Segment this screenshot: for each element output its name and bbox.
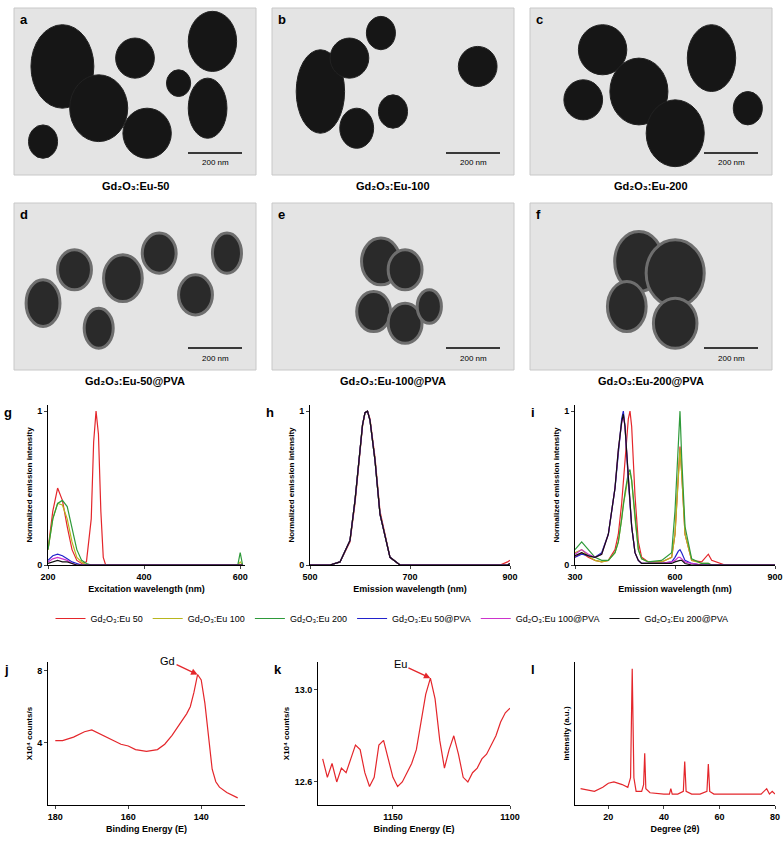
svg-text:700: 700 bbox=[402, 572, 417, 582]
svg-text:200 nm: 200 nm bbox=[202, 158, 229, 167]
svg-text:Gd₂O₃:Eu-100@PVA: Gd₂O₃:Eu-100@PVA bbox=[340, 375, 446, 387]
svg-text:Excitation wavelength (nm): Excitation wavelength (nm) bbox=[88, 584, 205, 594]
svg-text:80: 80 bbox=[770, 812, 780, 822]
svg-text:Gd₂O₃:Eu-50@PVA: Gd₂O₃:Eu-50@PVA bbox=[85, 375, 185, 387]
svg-text:200 nm: 200 nm bbox=[202, 354, 229, 363]
svg-text:X10⁴ counts/s: X10⁴ counts/s bbox=[25, 706, 34, 760]
svg-text:0: 0 bbox=[37, 560, 42, 570]
svg-text:Normalized emission intensity: Normalized emission intensity bbox=[552, 427, 561, 543]
svg-text:20: 20 bbox=[603, 812, 613, 822]
svg-text:200 nm: 200 nm bbox=[460, 354, 487, 363]
svg-text:Normalized emission intensity: Normalized emission intensity bbox=[25, 427, 34, 543]
svg-text:500: 500 bbox=[302, 572, 317, 582]
svg-text:X10⁴ counts/s: X10⁴ counts/s bbox=[282, 706, 291, 760]
svg-text:k: k bbox=[274, 662, 282, 677]
svg-text:Binding Energy (E): Binding Energy (E) bbox=[374, 824, 455, 834]
svg-text:Intensity (a.u.): Intensity (a.u.) bbox=[562, 706, 571, 761]
svg-text:12.6: 12.6 bbox=[295, 777, 313, 787]
svg-text:200 nm: 200 nm bbox=[460, 158, 487, 167]
svg-text:600: 600 bbox=[667, 572, 682, 582]
svg-text:Normalized emission intensity: Normalized emission intensity bbox=[287, 427, 296, 543]
svg-text:e: e bbox=[278, 207, 285, 222]
svg-text:140: 140 bbox=[194, 812, 209, 822]
svg-text:Eu: Eu bbox=[394, 658, 407, 670]
svg-text:Gd₂O₃:Eu-50: Gd₂O₃:Eu-50 bbox=[102, 180, 169, 192]
svg-text:900: 900 bbox=[767, 572, 782, 582]
svg-text:1: 1 bbox=[564, 406, 569, 416]
svg-text:900: 900 bbox=[502, 572, 517, 582]
svg-text:40: 40 bbox=[659, 812, 669, 822]
svg-text:200: 200 bbox=[40, 572, 55, 582]
svg-text:Gd₂O₃:Eu 200: Gd₂O₃:Eu 200 bbox=[290, 614, 347, 624]
svg-text:300: 300 bbox=[567, 572, 582, 582]
svg-text:Emission wavelength (nm): Emission wavelength (nm) bbox=[618, 584, 732, 594]
svg-text:200 nm: 200 nm bbox=[718, 158, 745, 167]
svg-text:a: a bbox=[20, 12, 28, 27]
svg-text:Binding Energy (E): Binding Energy (E) bbox=[106, 824, 187, 834]
svg-text:h: h bbox=[266, 405, 274, 420]
svg-text:0: 0 bbox=[299, 560, 304, 570]
svg-text:1: 1 bbox=[37, 406, 42, 416]
svg-text:Gd: Gd bbox=[160, 655, 175, 667]
svg-text:Gd₂O₃:Eu 100@PVA: Gd₂O₃:Eu 100@PVA bbox=[516, 614, 600, 624]
svg-text:1150: 1150 bbox=[383, 812, 403, 822]
svg-text:Gd₂O₃:Eu-100: Gd₂O₃:Eu-100 bbox=[356, 180, 430, 192]
svg-text:400: 400 bbox=[137, 572, 152, 582]
svg-text:0: 0 bbox=[564, 560, 569, 570]
svg-text:Gd₂O₃:Eu-200: Gd₂O₃:Eu-200 bbox=[614, 180, 688, 192]
svg-text:Degree (2θ): Degree (2θ) bbox=[651, 824, 700, 834]
svg-text:13.0: 13.0 bbox=[295, 685, 313, 695]
svg-text:j: j bbox=[4, 662, 9, 677]
svg-text:200 nm: 200 nm bbox=[718, 354, 745, 363]
svg-text:d: d bbox=[20, 207, 28, 222]
svg-text:Gd₂O₃:Eu 100: Gd₂O₃:Eu 100 bbox=[188, 614, 245, 624]
svg-text:Gd₂O₃:Eu 50@PVA: Gd₂O₃:Eu 50@PVA bbox=[392, 614, 471, 624]
svg-text:i: i bbox=[531, 405, 535, 420]
svg-text:60: 60 bbox=[714, 812, 724, 822]
svg-text:Gd₂O₃:Eu-200@PVA: Gd₂O₃:Eu-200@PVA bbox=[598, 375, 704, 387]
svg-text:f: f bbox=[536, 207, 541, 222]
svg-text:160: 160 bbox=[121, 812, 136, 822]
svg-text:Gd₂O₃:Eu 200@PVA: Gd₂O₃:Eu 200@PVA bbox=[644, 614, 728, 624]
svg-text:b: b bbox=[278, 12, 286, 27]
svg-text:1: 1 bbox=[299, 406, 304, 416]
svg-text:Gd₂O₃:Eu 50: Gd₂O₃:Eu 50 bbox=[91, 614, 143, 624]
svg-text:600: 600 bbox=[233, 572, 248, 582]
svg-text:1100: 1100 bbox=[500, 812, 520, 822]
svg-text:l: l bbox=[531, 662, 535, 677]
svg-text:c: c bbox=[536, 12, 543, 27]
svg-text:4: 4 bbox=[37, 738, 42, 748]
svg-text:180: 180 bbox=[48, 812, 63, 822]
svg-text:8: 8 bbox=[37, 666, 42, 676]
svg-text:g: g bbox=[4, 405, 12, 420]
svg-text:Emission wavelength (nm): Emission wavelength (nm) bbox=[353, 584, 467, 594]
